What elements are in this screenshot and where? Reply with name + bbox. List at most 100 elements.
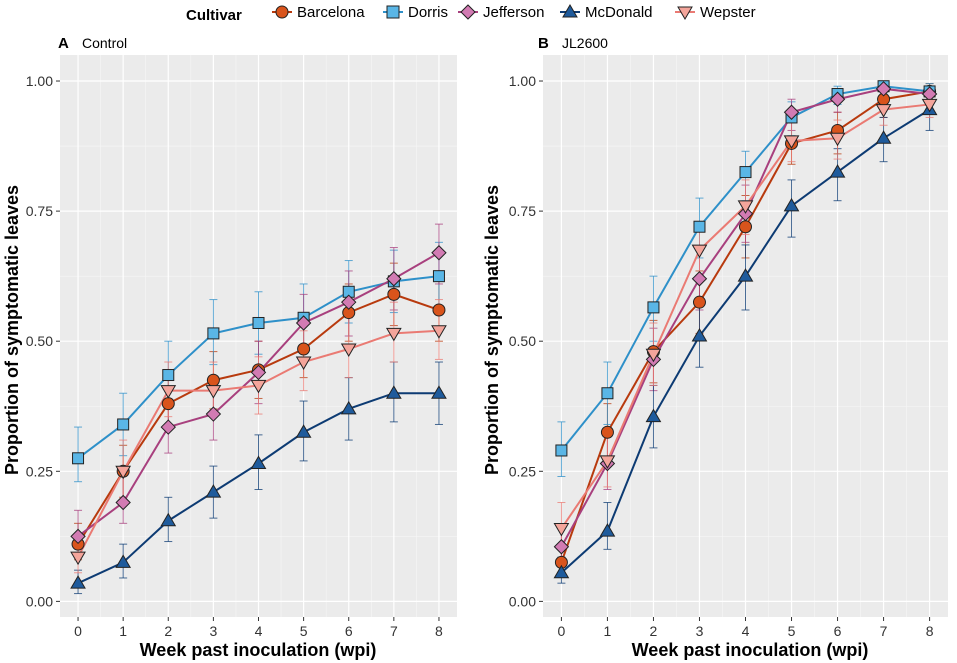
panel-a-ylabel: Proportion of symptomatic leaves bbox=[2, 185, 22, 475]
panel-b-point-wepster bbox=[783, 135, 800, 149]
panel-b-point-jefferson bbox=[875, 81, 892, 97]
legend: Cultivar Barcelona Dorris Jefferson McDo… bbox=[186, 4, 756, 24]
panel-a-point-mcdonald bbox=[250, 455, 267, 469]
panel-b-ylabel: Proportion of symptomatic leaves bbox=[482, 185, 502, 475]
panel-a-xtick-label: 0 bbox=[74, 623, 82, 639]
panel-b-xtick-label: 4 bbox=[742, 623, 750, 639]
panel-a-point-mcdonald bbox=[340, 400, 357, 415]
panel-a-ytick-label: 0.25 bbox=[26, 463, 53, 479]
panel-a-letter: A bbox=[58, 35, 69, 52]
panel-b-point-dorris bbox=[693, 220, 706, 233]
panel-b-point-mcdonald bbox=[599, 523, 616, 537]
panel-a-point-jefferson bbox=[386, 271, 402, 287]
panel-a-point-mcdonald bbox=[115, 554, 132, 568]
panel-b-point-barcelona bbox=[600, 425, 614, 439]
panel-b-point-wepster bbox=[737, 200, 754, 214]
panel-b-point-wepster bbox=[691, 244, 708, 259]
legend-label-mcdonald: McDonald bbox=[585, 4, 653, 21]
panel-a-ytick-label: 0.00 bbox=[26, 593, 53, 609]
panel-b-xtick-label: 8 bbox=[926, 623, 934, 639]
legend-marker-wepster bbox=[677, 6, 693, 20]
panel-a-point-dorris bbox=[207, 327, 220, 340]
panel-b-point-mcdonald bbox=[645, 408, 662, 423]
panel-b-point-jefferson bbox=[553, 539, 570, 555]
panel-b-xtick-label: 2 bbox=[650, 623, 658, 639]
panel-a-ytick-label: 1.00 bbox=[26, 73, 53, 89]
panel-a-ytick-label: 0.50 bbox=[26, 333, 53, 349]
panel-a-point-jefferson bbox=[160, 419, 176, 435]
panel-a-point-wepster bbox=[340, 343, 357, 358]
panel-a-xtick-label: 6 bbox=[345, 623, 353, 639]
panel-a-point-wepster bbox=[70, 551, 86, 566]
panel-a-point-wepster bbox=[431, 325, 447, 339]
panel-a-plot: 0.00 0.25 0.50 0.75 1.00 0 1 2 3 4 5 6 7 8 bbox=[26, 55, 457, 639]
panel-b-point-wepster bbox=[875, 104, 892, 118]
legend-label-jefferson: Jefferson bbox=[483, 4, 544, 21]
panel-a: A Control Proportion of symptomatic leav… bbox=[2, 35, 457, 660]
panel-a-point-jefferson bbox=[431, 245, 447, 261]
panel-b-xtick-label: 0 bbox=[558, 623, 566, 639]
panel-a-point-mcdonald bbox=[431, 385, 447, 399]
panel-b-point-wepster bbox=[553, 523, 570, 537]
panel-b-title: JL2600 bbox=[562, 35, 608, 51]
panel-b-point-jefferson bbox=[783, 104, 800, 120]
panel-a-xlabel: Week past inoculation (wpi) bbox=[140, 640, 377, 660]
panel-a-point-dorris bbox=[252, 316, 265, 329]
panel-a-xtick-label: 7 bbox=[390, 623, 398, 639]
panel-b-point-jefferson bbox=[829, 91, 846, 107]
panel-a-point-dorris bbox=[72, 452, 85, 465]
panel-a-point-wepster bbox=[205, 385, 222, 399]
legend-title: Cultivar bbox=[186, 7, 242, 24]
panel-a-point-wepster bbox=[115, 465, 132, 480]
panel-b-point-wepster bbox=[921, 98, 938, 113]
panel-b-ytick-label: 0.50 bbox=[509, 333, 536, 349]
panel-a-point-mcdonald bbox=[70, 575, 86, 589]
panel-a-point-jefferson bbox=[70, 528, 86, 545]
panel-a-ytick-label: 0.75 bbox=[26, 203, 53, 219]
panel-a-point-wepster bbox=[250, 379, 267, 394]
panel-a-point-mcdonald bbox=[160, 512, 177, 527]
panel-a-xtick-label: 1 bbox=[119, 623, 127, 639]
panel-b-ytick-label: 1.00 bbox=[509, 73, 536, 89]
panel-b-point-barcelona bbox=[692, 295, 706, 309]
panel-b-ytick-label: 0.25 bbox=[509, 463, 536, 479]
panel-b-ytick-label: 0.00 bbox=[509, 593, 536, 609]
panel-b-point-wepster bbox=[645, 348, 662, 363]
panel-b-xtick-label: 5 bbox=[788, 623, 796, 639]
panel-a-point-barcelona bbox=[206, 373, 220, 387]
panel-b-ytick-label: 0.75 bbox=[509, 203, 536, 219]
panel-b-letter: B bbox=[538, 35, 549, 52]
panel-a-point-mcdonald bbox=[385, 385, 402, 399]
panel-a-point-jefferson bbox=[205, 406, 222, 422]
panel-a-xtick-label: 3 bbox=[209, 623, 217, 639]
panel-a-point-wepster bbox=[295, 356, 312, 371]
panel-a-point-jefferson bbox=[295, 315, 312, 331]
panel-a-point-mcdonald bbox=[205, 484, 222, 498]
panel-b-point-dorris bbox=[555, 444, 568, 457]
panel-b-plot: 0.00 0.25 0.50 0.75 1.00 0 1 2 3 4 5 6 7 8 bbox=[509, 55, 948, 639]
panel-b-point-mcdonald bbox=[829, 164, 846, 178]
panel-a-xtick-label: 8 bbox=[435, 623, 443, 639]
panel-b-point-mcdonald bbox=[875, 130, 892, 144]
panel-b-point-barcelona bbox=[739, 220, 752, 234]
legend-label-dorris: Dorris bbox=[408, 4, 448, 21]
panel-a-title: Control bbox=[82, 35, 127, 51]
panel-a-point-jefferson bbox=[115, 494, 131, 511]
legend-entry-barcelona: Barcelona bbox=[272, 4, 365, 21]
panel-b-point-mcdonald bbox=[783, 197, 800, 212]
panel-a-point-wepster bbox=[385, 327, 402, 342]
legend-entry-wepster: Wepster bbox=[675, 4, 756, 21]
panel-b-point-jefferson bbox=[691, 271, 708, 287]
panel-a-point-mcdonald bbox=[295, 424, 312, 438]
panel-b-point-dorris bbox=[601, 387, 614, 400]
panel-a-point-wepster bbox=[160, 385, 177, 399]
panel-b-point-dorris bbox=[647, 301, 660, 314]
panel-b: B JL2600 Proportion of symptomatic leave… bbox=[482, 35, 948, 660]
panel-b-xtick-label: 7 bbox=[880, 623, 888, 639]
panel-a-point-barcelona bbox=[387, 287, 401, 301]
panel-a-xtick-label: 5 bbox=[300, 623, 308, 639]
panel-b-xtick-label: 1 bbox=[604, 623, 612, 639]
panel-a-point-barcelona bbox=[432, 303, 446, 317]
panel-a-point-barcelona bbox=[297, 342, 311, 356]
